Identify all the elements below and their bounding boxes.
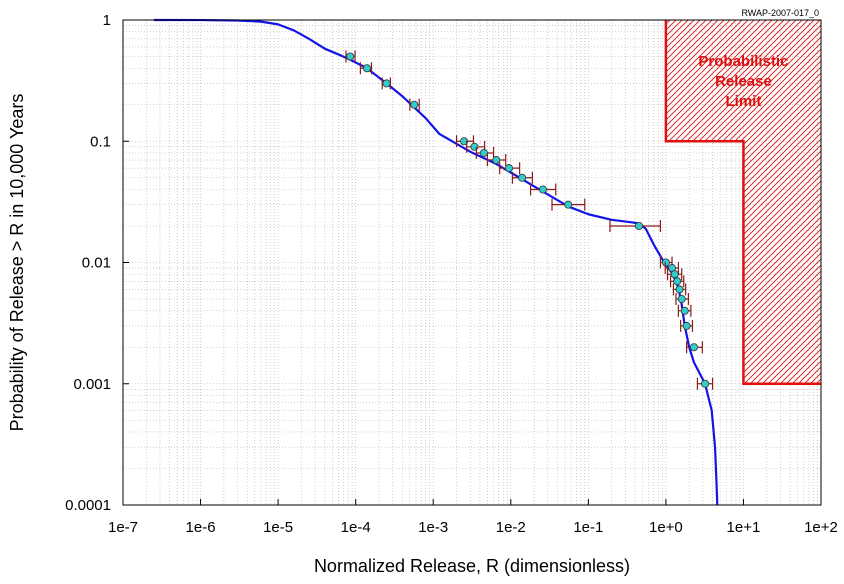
data-point-marker — [689, 343, 698, 352]
x-tick-label: 1e-3 — [418, 519, 448, 536]
tick-layer: 1e-7 1e-6 1e-5 1e-4 1e-3 1e-2 1e-1 1e+0 1e+1 1e+2… — [65, 12, 838, 536]
limit-boundary-line — [664, 20, 821, 385]
x-tick-label: 1e-4 — [341, 519, 371, 536]
x-tick-label: 1e-1 — [573, 519, 603, 536]
data-point-marker — [492, 156, 501, 165]
data-point-marker — [538, 185, 547, 194]
y-tick-label: 0.01 — [82, 255, 111, 272]
data-point-marker — [677, 294, 686, 303]
data-point-marker — [505, 164, 514, 173]
points-layer — [345, 50, 714, 390]
data-point-marker — [410, 100, 419, 109]
y-tick-label: 0.1 — [90, 133, 111, 150]
data-point-marker — [382, 79, 391, 88]
y-tick-label: 1 — [103, 12, 111, 29]
x-tick-label: 1e-2 — [496, 519, 526, 536]
data-point-marker — [346, 52, 355, 61]
data-point-marker — [675, 285, 684, 294]
data-point-marker — [673, 277, 682, 286]
data-point-marker — [680, 306, 689, 315]
x-tick-label: 1e+2 — [804, 519, 838, 536]
y-tick-label: 0.001 — [73, 376, 111, 393]
data-point-marker — [701, 379, 710, 388]
data-point-marker — [518, 173, 527, 182]
y-axis-title: Probability of Release > R in 10,000 Yea… — [7, 94, 27, 432]
data-point-marker — [682, 321, 691, 330]
probabilistic-release-limit: Probabilistic Release Limit — [664, 20, 821, 385]
limit-label-line: Probabilistic — [698, 53, 788, 70]
data-point-marker — [564, 200, 573, 209]
data-point-marker — [661, 258, 670, 267]
data-point-marker — [479, 149, 488, 158]
limit-label-line: Release — [715, 73, 772, 90]
x-tick-label: 1e+1 — [727, 519, 761, 536]
x-tick-label: 1e-6 — [186, 519, 216, 536]
limit-label-line: Limit — [726, 93, 762, 110]
data-point-marker — [670, 270, 679, 279]
x-axis-title: Normalized Release, R (dimensionless) — [314, 556, 630, 576]
x-tick-label: 1e-5 — [263, 519, 293, 536]
data-point-marker — [362, 64, 371, 73]
data-point-marker — [460, 137, 469, 146]
x-tick-label: 1e+0 — [649, 519, 683, 536]
data-point-marker — [634, 222, 643, 231]
y-tick-label: 0.0001 — [65, 497, 111, 514]
figure-id-label: RWAP-2007-017_0 — [741, 8, 819, 18]
x-tick-label: 1e-7 — [108, 519, 138, 536]
